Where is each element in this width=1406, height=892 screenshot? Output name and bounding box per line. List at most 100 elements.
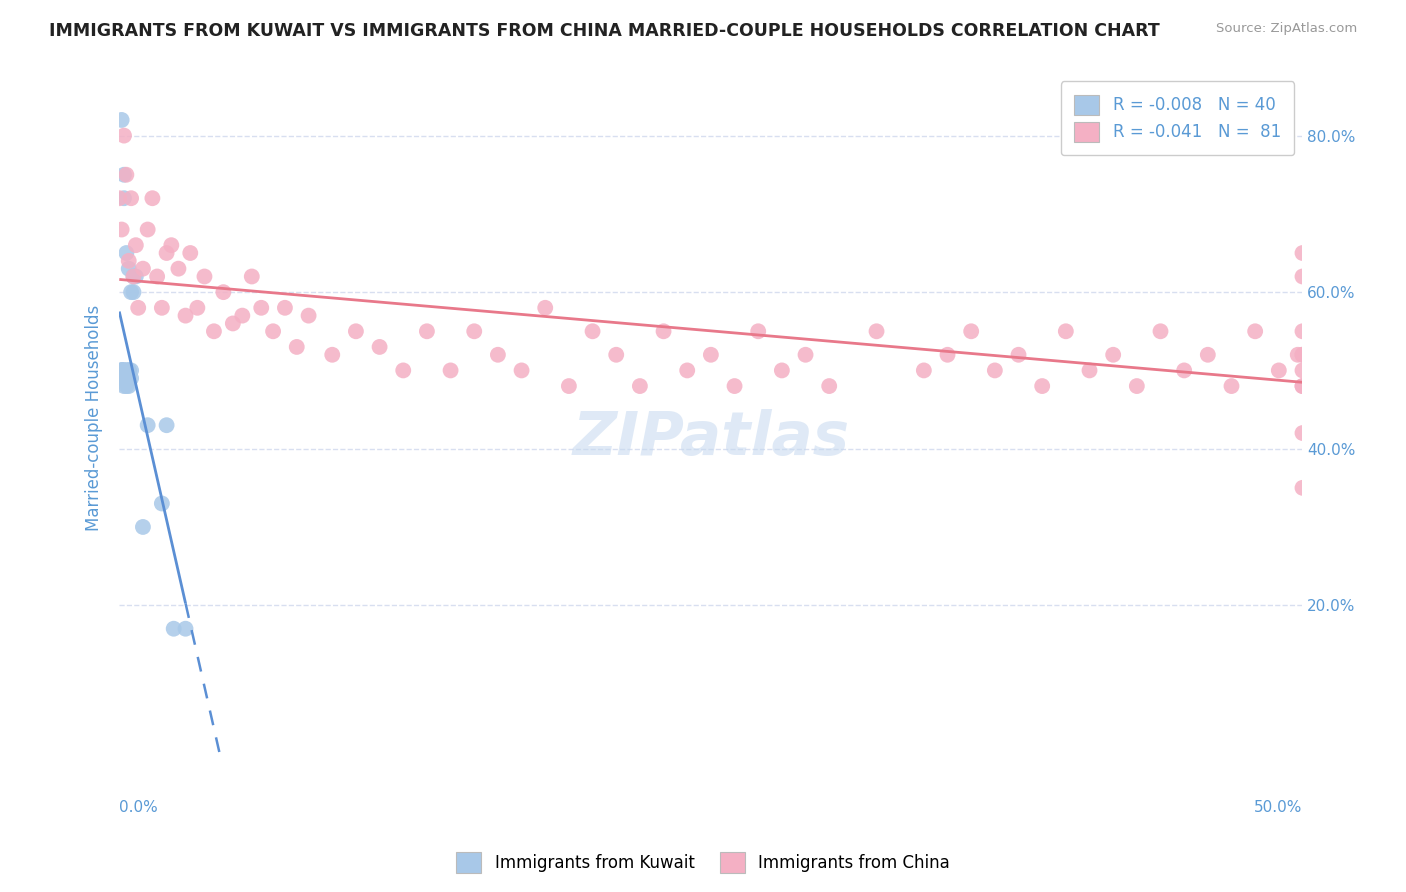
Point — [118, 379, 141, 393]
Point — [1291, 324, 1313, 338]
Point — [960, 324, 983, 338]
Point — [652, 324, 675, 338]
Point — [1031, 379, 1053, 393]
Point — [115, 168, 138, 182]
Point — [984, 363, 1007, 377]
Point — [112, 379, 135, 393]
Point — [136, 418, 159, 433]
Point — [1078, 363, 1101, 377]
Point — [274, 301, 297, 315]
Point — [125, 238, 148, 252]
Point — [818, 379, 841, 393]
Point — [111, 112, 134, 127]
Point — [486, 348, 509, 362]
Point — [118, 363, 141, 377]
Point — [1291, 379, 1313, 393]
Point — [132, 261, 155, 276]
Point — [1197, 348, 1219, 362]
Point — [111, 363, 134, 377]
Point — [1291, 379, 1313, 393]
Point — [558, 379, 581, 393]
Point — [112, 363, 135, 377]
Point — [1149, 324, 1171, 338]
Point — [1054, 324, 1077, 338]
Point — [865, 324, 887, 338]
Point — [1173, 363, 1195, 377]
Point — [1102, 348, 1125, 362]
Point — [111, 363, 134, 377]
Point — [111, 371, 134, 385]
Point — [111, 371, 134, 385]
Point — [112, 168, 135, 182]
Point — [146, 269, 169, 284]
Point — [115, 363, 138, 377]
Point — [700, 348, 723, 362]
Point — [112, 363, 135, 377]
Point — [111, 363, 134, 377]
Point — [122, 285, 145, 300]
Point — [1291, 348, 1313, 362]
Point — [912, 363, 935, 377]
Text: 0.0%: 0.0% — [120, 799, 157, 814]
Text: 50.0%: 50.0% — [1254, 799, 1302, 814]
Point — [141, 191, 163, 205]
Point — [155, 246, 177, 260]
Point — [118, 363, 141, 377]
Point — [212, 285, 235, 300]
Point — [1291, 269, 1313, 284]
Point — [936, 348, 959, 362]
Legend: R = -0.008   N = 40, R = -0.041   N =  81: R = -0.008 N = 40, R = -0.041 N = 81 — [1062, 81, 1294, 155]
Point — [1291, 425, 1313, 440]
Point — [1291, 363, 1313, 377]
Y-axis label: Married-couple Households: Married-couple Households — [86, 304, 103, 531]
Point — [240, 269, 263, 284]
Point — [1291, 348, 1313, 362]
Point — [747, 324, 769, 338]
Point — [392, 363, 415, 377]
Legend: Immigrants from Kuwait, Immigrants from China: Immigrants from Kuwait, Immigrants from … — [450, 846, 956, 880]
Point — [628, 379, 651, 393]
Point — [125, 269, 148, 284]
Point — [120, 371, 142, 385]
Point — [250, 301, 273, 315]
Point — [1286, 348, 1309, 362]
Point — [174, 309, 197, 323]
Point — [1126, 379, 1149, 393]
Point — [1268, 363, 1291, 377]
Point — [581, 324, 603, 338]
Point — [676, 363, 699, 377]
Point — [115, 246, 138, 260]
Point — [150, 496, 173, 510]
Point — [111, 222, 134, 236]
Point — [115, 371, 138, 385]
Point — [112, 191, 135, 205]
Point — [112, 371, 135, 385]
Text: ZIPatlas: ZIPatlas — [572, 409, 849, 467]
Point — [1291, 246, 1313, 260]
Point — [723, 379, 745, 393]
Point — [150, 301, 173, 315]
Point — [120, 363, 142, 377]
Point — [231, 309, 253, 323]
Point — [132, 520, 155, 534]
Point — [120, 191, 142, 205]
Point — [222, 317, 245, 331]
Point — [262, 324, 284, 338]
Text: IMMIGRANTS FROM KUWAIT VS IMMIGRANTS FROM CHINA MARRIED-COUPLE HOUSEHOLDS CORREL: IMMIGRANTS FROM KUWAIT VS IMMIGRANTS FRO… — [49, 22, 1160, 40]
Point — [285, 340, 308, 354]
Point — [120, 285, 142, 300]
Point — [174, 622, 197, 636]
Point — [163, 622, 186, 636]
Point — [115, 371, 138, 385]
Point — [510, 363, 533, 377]
Point — [155, 418, 177, 433]
Point — [118, 253, 141, 268]
Point — [127, 301, 149, 315]
Point — [439, 363, 461, 377]
Point — [794, 348, 817, 362]
Point — [321, 348, 343, 362]
Point — [1291, 481, 1313, 495]
Point — [115, 363, 138, 377]
Point — [186, 301, 208, 315]
Point — [770, 363, 793, 377]
